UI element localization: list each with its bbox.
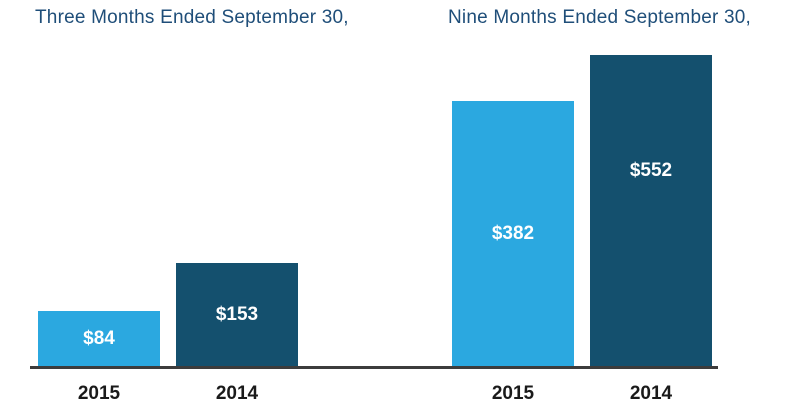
bar-value-label: $84 [83, 327, 115, 349]
bar-value-label: $552 [629, 159, 673, 181]
x-tick-three-months-2015: 2015 [77, 383, 121, 404]
x-tick-nine-months-2015: 2015 [491, 383, 535, 404]
bar-three-months-2014: $153 [176, 263, 298, 366]
left-group-title: Three Months Ended September 30, [35, 7, 349, 28]
bar-value-label: $382 [491, 222, 535, 244]
x-tick-nine-months-2014: 2014 [629, 383, 673, 404]
bar-nine-months-2015: $382 [452, 101, 574, 366]
bar-three-months-2015: $84 [38, 311, 160, 366]
x-tick-three-months-2014: 2014 [215, 383, 259, 404]
right-group-title: Nine Months Ended September 30, [448, 7, 751, 28]
bar-nine-months-2014: $552 [590, 55, 712, 366]
bar-value-label: $153 [215, 303, 259, 325]
x-axis-line [30, 366, 718, 369]
